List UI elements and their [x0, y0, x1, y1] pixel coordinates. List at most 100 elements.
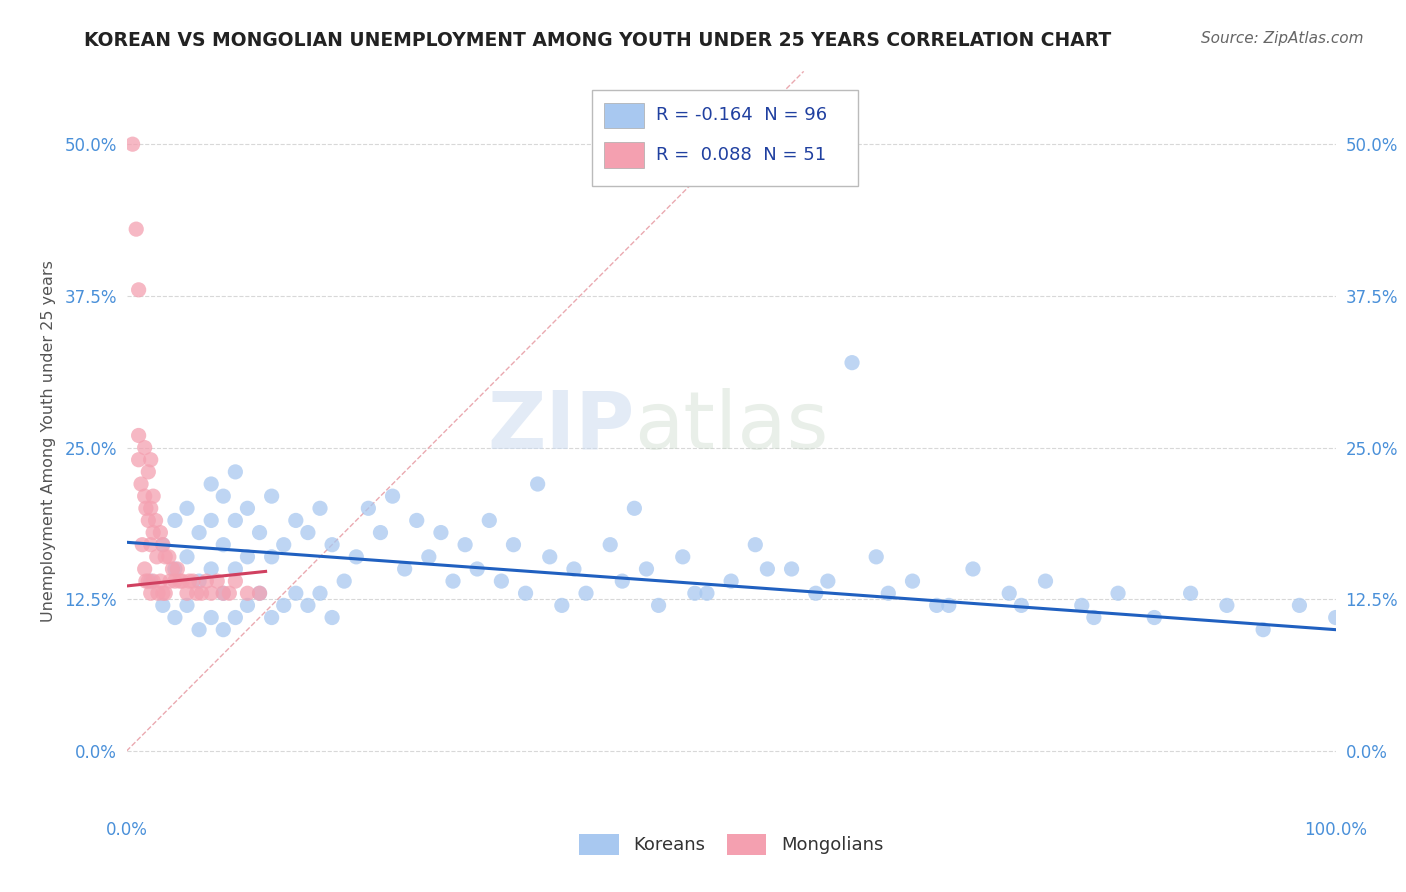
Point [224, 574, 246, 588]
Point [260, 610, 283, 624]
Point [146, 549, 169, 564]
Point [200, 562, 222, 576]
Point [236, 549, 259, 564]
Point [236, 599, 259, 613]
Point [804, 586, 827, 600]
Point [441, 574, 464, 588]
Point [720, 574, 742, 588]
Point [1010, 599, 1032, 613]
Point [224, 465, 246, 479]
Point [1324, 610, 1347, 624]
Point [249, 525, 271, 540]
Point [186, 586, 208, 600]
Point [1180, 586, 1202, 600]
Point [142, 574, 165, 588]
Point [200, 477, 222, 491]
Point [139, 538, 162, 552]
Point [817, 574, 839, 588]
Point [152, 586, 174, 600]
Point [129, 477, 152, 491]
Point [128, 283, 150, 297]
Point [139, 586, 162, 600]
Point [526, 477, 548, 491]
Point [575, 586, 598, 600]
Point [188, 623, 211, 637]
FancyBboxPatch shape [592, 90, 858, 186]
Point [145, 513, 167, 527]
Point [357, 501, 380, 516]
Point [925, 599, 948, 613]
Point [454, 538, 477, 552]
Point [321, 610, 343, 624]
Point [152, 599, 174, 613]
Point [146, 586, 169, 600]
Point [744, 538, 766, 552]
Point [478, 513, 501, 527]
Point [333, 574, 356, 588]
Point [149, 574, 172, 588]
Point [139, 452, 162, 467]
Point [623, 501, 645, 516]
Point [865, 549, 887, 564]
Point [142, 489, 165, 503]
Point [176, 501, 198, 516]
Point [136, 513, 159, 527]
Point [139, 501, 162, 516]
Point [195, 574, 218, 588]
Point [1083, 610, 1105, 624]
Point [135, 574, 157, 588]
Point [962, 562, 984, 576]
FancyBboxPatch shape [605, 143, 644, 168]
Point [1107, 586, 1129, 600]
Point [381, 489, 404, 503]
Point [647, 599, 669, 613]
Point [136, 574, 159, 588]
Point [877, 586, 900, 600]
Point [155, 586, 177, 600]
Point [1216, 599, 1239, 613]
Point [134, 562, 156, 576]
Point [176, 586, 198, 600]
Legend: Koreans, Mongolians: Koreans, Mongolians [572, 827, 890, 862]
Point [163, 574, 186, 588]
Point [163, 513, 186, 527]
Point [121, 137, 143, 152]
Point [297, 525, 319, 540]
Text: R =  0.088  N = 51: R = 0.088 N = 51 [657, 146, 827, 164]
Point [149, 525, 172, 540]
Point [405, 513, 427, 527]
Point [1143, 610, 1166, 624]
Point [1288, 599, 1310, 613]
Point [1070, 599, 1092, 613]
Point [139, 574, 162, 588]
Point [515, 586, 537, 600]
Point [157, 549, 180, 564]
Point [166, 562, 188, 576]
Point [321, 538, 343, 552]
Point [212, 489, 235, 503]
Point [142, 525, 165, 540]
Point [212, 538, 235, 552]
Point [136, 465, 159, 479]
Point [200, 586, 222, 600]
Point [188, 525, 211, 540]
Point [200, 513, 222, 527]
Point [162, 562, 184, 576]
Point [998, 586, 1021, 600]
Point [780, 562, 803, 576]
Point [418, 549, 440, 564]
Point [430, 525, 453, 540]
Point [284, 513, 307, 527]
Point [502, 538, 524, 552]
Point [249, 586, 271, 600]
Point [1035, 574, 1057, 588]
Point [152, 538, 174, 552]
Point [284, 586, 307, 600]
Point [370, 525, 392, 540]
Point [599, 538, 621, 552]
Point [538, 549, 561, 564]
Point [212, 586, 235, 600]
Point [172, 574, 194, 588]
Point [176, 599, 198, 613]
Point [273, 538, 295, 552]
